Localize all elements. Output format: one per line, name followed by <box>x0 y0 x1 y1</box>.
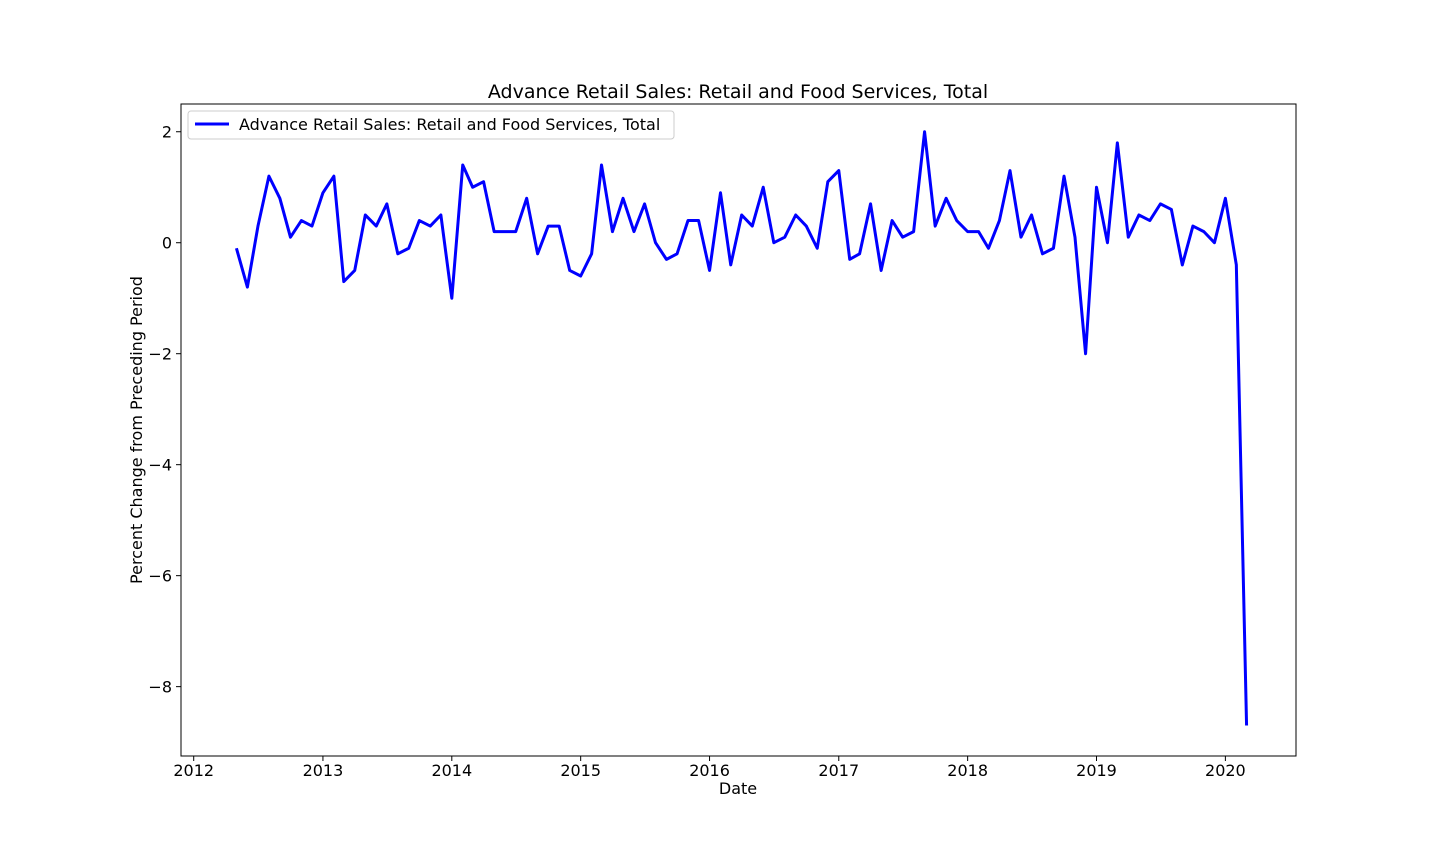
x-tick-label: 2013 <box>303 761 344 780</box>
x-tick-label: 2020 <box>1205 761 1246 780</box>
y-tick-label: 2 <box>162 123 172 142</box>
y-tick-label: −4 <box>148 456 172 475</box>
x-tick-label: 2012 <box>173 761 214 780</box>
y-tick-label: 0 <box>162 234 172 253</box>
x-tick-label: 2016 <box>689 761 730 780</box>
series-line <box>234 130 1249 726</box>
legend-box <box>187 110 675 140</box>
x-axis-ticks: 2012 2013 2014 2015 2016 2017 2018 2019 2020 <box>173 756 1246 780</box>
x-tick-label: 2015 <box>560 761 601 780</box>
y-tick-label: −2 <box>148 345 172 364</box>
plot-area-frame <box>180 103 1297 757</box>
x-tick-label: 2018 <box>947 761 988 780</box>
x-tick-label: 2017 <box>818 761 859 780</box>
x-tick-label: 2014 <box>431 761 472 780</box>
series-layer <box>234 130 1249 726</box>
y-axis-ticks: 2 0 −2 −4 −6 −8 <box>148 123 181 697</box>
legend: Advance Retail Sales: Retail and Food Se… <box>187 110 675 140</box>
x-axis-label: Date <box>719 779 757 798</box>
y-axis-label: Percent Change from Preceding Period <box>127 276 146 584</box>
y-tick-label: −6 <box>148 567 172 586</box>
legend-label: Advance Retail Sales: Retail and Food Se… <box>239 115 660 134</box>
chart-title: Advance Retail Sales: Retail and Food Se… <box>488 81 988 103</box>
x-tick-label: 2019 <box>1076 761 1117 780</box>
y-tick-label: −8 <box>148 678 172 697</box>
